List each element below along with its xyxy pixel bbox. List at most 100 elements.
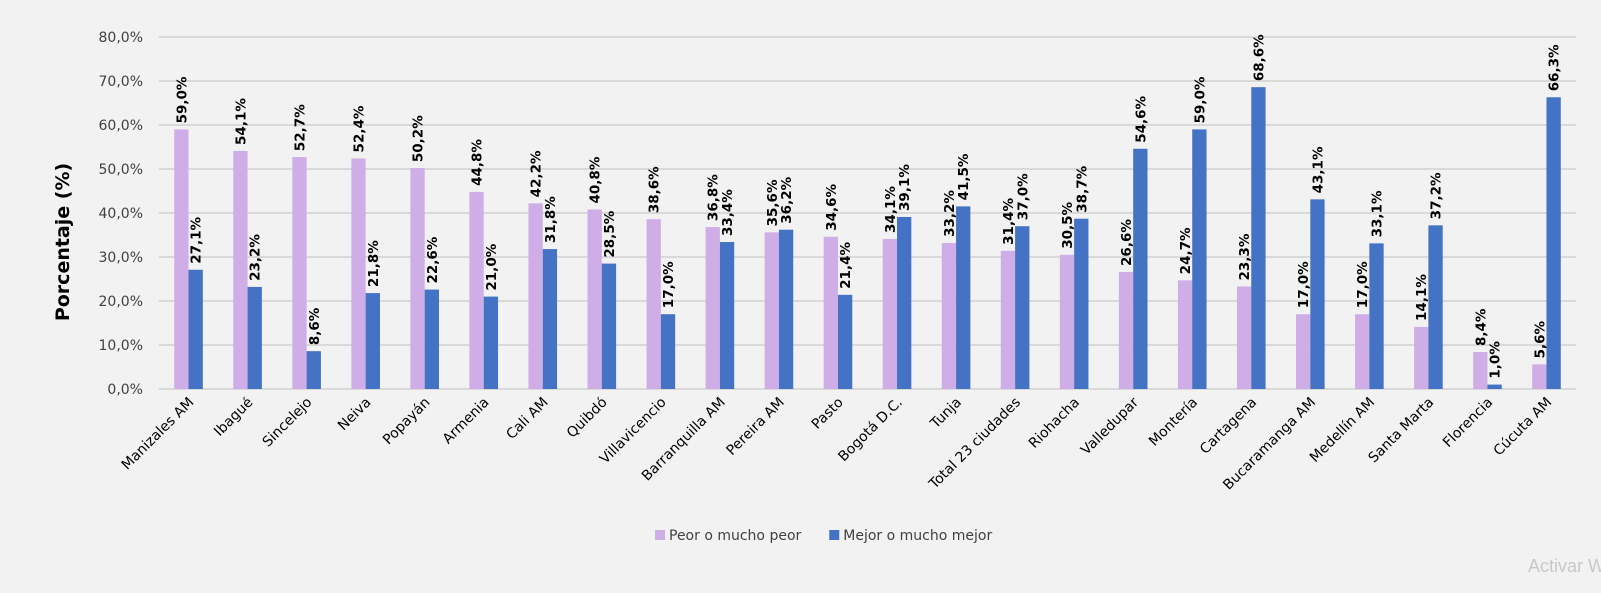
data-label: 66,3%	[1547, 44, 1563, 91]
x-tick-label: Florencia	[1440, 395, 1496, 451]
bar-peor	[410, 168, 425, 389]
data-label: 34,6%	[824, 183, 840, 230]
bar-mejor	[660, 314, 676, 389]
y-axis-ticks: 0,0% 10,0% 20,0% 30,0% 40,0% 50,0% 60,0% 70,0% 8…	[99, 30, 143, 398]
y-tick-label: 60,0%	[99, 118, 143, 134]
bar-peor	[1236, 286, 1252, 389]
bar-mejor	[1369, 243, 1384, 389]
x-tick-label: Manizales AM	[119, 395, 198, 474]
bar-mejor	[1192, 129, 1207, 389]
bar-peor	[764, 232, 779, 389]
data-label: 37,0%	[1015, 173, 1031, 220]
y-tick-label: 0,0%	[107, 382, 143, 398]
data-label: 54,6%	[1133, 95, 1149, 142]
bar-mejor	[837, 294, 853, 389]
data-label: 14,1%	[1414, 274, 1430, 321]
data-label: 27,1%	[189, 216, 205, 263]
data-label: 21,4%	[838, 242, 854, 289]
bar-peor	[1296, 314, 1311, 389]
data-label: 8,6%	[307, 307, 323, 345]
bar-mejor	[1133, 148, 1148, 389]
x-tick-label: Pasto	[809, 395, 847, 433]
data-label: 38,7%	[1074, 165, 1090, 212]
data-label: 17,0%	[1355, 261, 1371, 308]
bar-peor	[882, 238, 898, 389]
data-label: 28,5%	[602, 210, 618, 257]
bar-peor	[1355, 314, 1370, 389]
bar-peor	[528, 203, 543, 389]
bar-mejor	[1251, 87, 1266, 389]
x-tick-label: Cúcuta AM	[1491, 395, 1556, 460]
data-label: 36,8%	[706, 174, 722, 221]
x-tick-label: Popayán	[380, 395, 434, 449]
data-label: 8,4%	[1473, 308, 1489, 346]
bar-peor	[1532, 364, 1547, 389]
bar-peor	[1118, 271, 1134, 389]
data-label: 26,6%	[1119, 219, 1135, 266]
x-tick-label: Neiva	[335, 395, 374, 434]
bar-peor	[705, 227, 720, 389]
bar-peor	[1414, 326, 1429, 389]
bar-mejor	[956, 206, 971, 389]
legend: Peor o mucho peor Mejor o mucho mejor	[655, 528, 992, 544]
bar-mejor	[365, 293, 380, 389]
bar-peor	[292, 157, 307, 389]
legend-swatch	[829, 530, 840, 540]
y-tick-label: 40,0%	[99, 206, 143, 222]
bar-mejor	[1310, 199, 1325, 389]
bar-mejor	[542, 249, 558, 389]
x-tick-label: Cartagena	[1197, 395, 1260, 458]
data-label: 23,3%	[1237, 233, 1253, 280]
data-label: 41,5%	[956, 153, 972, 200]
bar-mejor	[897, 216, 912, 389]
data-label: 24,7%	[1178, 227, 1194, 274]
x-tick-label: Tunja	[927, 395, 965, 433]
data-label: 52,4%	[351, 105, 367, 152]
data-label: 59,0%	[174, 76, 190, 123]
y-tick-label: 30,0%	[99, 250, 143, 266]
bar-peor	[1000, 250, 1016, 389]
data-label: 33,2%	[942, 190, 958, 237]
gridlines	[159, 36, 1576, 390]
data-label: 50,2%	[411, 115, 427, 162]
data-label: 17,0%	[1296, 261, 1312, 308]
bar-peor	[233, 150, 248, 389]
legend-swatch	[655, 530, 665, 540]
bar-mejor	[1074, 218, 1089, 389]
activation-watermark: Activar W	[1528, 556, 1601, 576]
data-label: 52,7%	[292, 104, 308, 151]
x-tick-label: Ibagué	[211, 395, 256, 440]
legend-label: Peor o mucho peor	[669, 528, 802, 544]
bars	[174, 87, 1561, 389]
data-label: 35,6%	[765, 179, 781, 226]
data-label: 31,8%	[543, 196, 559, 243]
data-label: 37,2%	[1429, 172, 1445, 219]
bar-mejor	[601, 263, 617, 389]
data-label: 23,2%	[248, 234, 264, 281]
data-label: 54,1%	[233, 98, 249, 145]
y-axis-title: Porcentaje (%)	[52, 163, 74, 321]
data-label: 33,1%	[1370, 190, 1386, 237]
bar-mejor	[247, 286, 262, 389]
data-label: 33,4%	[720, 189, 736, 236]
bar-peor	[587, 209, 602, 389]
bar-peor	[351, 158, 366, 389]
bar-peor	[174, 129, 189, 389]
data-label: 42,2%	[529, 150, 545, 197]
data-label: 21,8%	[366, 240, 382, 287]
bar-mejor	[1546, 97, 1561, 389]
y-tick-label: 70,0%	[99, 74, 143, 90]
bar-mejor	[1015, 226, 1030, 389]
x-axis-labels: Manizales AM Ibagué Sincelejo Neiva Popayán A…	[119, 394, 1556, 493]
x-tick-label: Riohacha	[1026, 395, 1083, 452]
bar-mejor	[1487, 384, 1502, 389]
data-label: 22,6%	[425, 236, 441, 283]
bar-peor	[646, 219, 661, 389]
data-label: 31,4%	[1001, 198, 1017, 245]
bar-mejor	[1428, 225, 1443, 389]
bar-peor	[1059, 254, 1075, 389]
data-label: 1,0%	[1488, 341, 1504, 379]
y-tick-label: 10,0%	[99, 338, 143, 354]
data-labels: 59,0% 27,1% 54,1% 23,2% 52,7% 8,6% 52,4% 21,8% 5…	[174, 34, 1562, 379]
